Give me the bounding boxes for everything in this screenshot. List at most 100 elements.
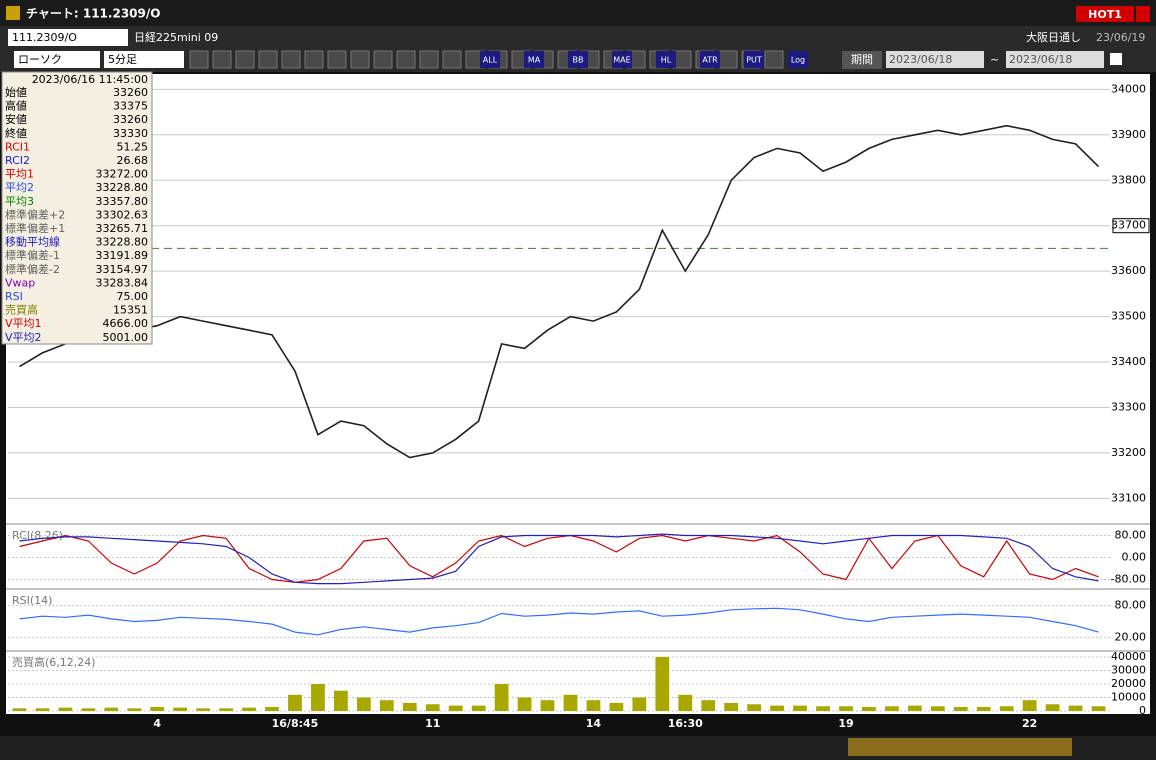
- y-tick-label: 80.00: [1115, 599, 1147, 612]
- volume-bar: [196, 708, 211, 711]
- tool-button-label[interactable]: Log: [791, 56, 805, 65]
- close-button[interactable]: [1136, 6, 1150, 22]
- y-tick-label: 0: [1139, 704, 1146, 717]
- date-from-input[interactable]: [886, 51, 984, 68]
- info-label: V平均1: [5, 317, 42, 330]
- volume-bar: [586, 700, 601, 711]
- x-tick-label: 4: [153, 717, 161, 730]
- volume-bar: [609, 702, 624, 711]
- volume-bar: [448, 705, 463, 711]
- volume-bar: [81, 708, 96, 711]
- y-tick-label: 0.00: [1122, 551, 1147, 564]
- tool-icon[interactable]: [304, 50, 324, 69]
- y-tick-label: 33500: [1111, 310, 1146, 323]
- app-icon: [6, 6, 20, 20]
- tool-button-label[interactable]: BB: [573, 56, 584, 65]
- volume-bar: [563, 694, 578, 711]
- tool-button[interactable]: [744, 51, 764, 68]
- y-tick-label: -80.00: [1111, 573, 1146, 586]
- style-select[interactable]: [14, 51, 100, 68]
- x-tick-label: 14: [586, 717, 602, 730]
- x-tick-label: 16:30: [668, 717, 703, 730]
- tool-icon[interactable]: [373, 50, 393, 69]
- volume-bar: [265, 706, 279, 711]
- tool-button[interactable]: [524, 51, 544, 68]
- volume-bar: [242, 707, 256, 711]
- period-button[interactable]: [842, 51, 882, 69]
- hot-badge[interactable]: [1076, 6, 1134, 22]
- tool-button-label[interactable]: MAE: [613, 56, 630, 65]
- volume-bar: [127, 708, 142, 711]
- tool-icon[interactable]: [281, 50, 301, 69]
- info-label: RCI1: [5, 140, 30, 153]
- tool-button-label[interactable]: MA: [528, 56, 541, 65]
- volume-bar: [793, 705, 807, 711]
- y-tick-label: 34000: [1111, 82, 1146, 95]
- tool-button[interactable]: [700, 51, 720, 68]
- tool-button[interactable]: [612, 51, 632, 68]
- info-value: 33283.84: [96, 276, 149, 289]
- tool-icon[interactable]: [442, 50, 462, 69]
- volume-bar: [1045, 704, 1060, 711]
- panel-title: 売買高(6,12,24): [12, 655, 96, 669]
- checkbox[interactable]: [1110, 53, 1122, 65]
- tool-icon[interactable]: [764, 50, 784, 69]
- style-text[interactable]: ローソク: [18, 53, 62, 66]
- volume-bar: [379, 700, 394, 711]
- tool-icon[interactable]: [258, 50, 278, 69]
- interval-text[interactable]: 5分足: [108, 53, 137, 66]
- info-value: 33228.80: [96, 236, 149, 249]
- code-text[interactable]: 111.2309/O: [12, 31, 77, 44]
- date-from[interactable]: 2023/06/18: [889, 53, 952, 66]
- info-datetime: 2023/06/16 11:45:00: [32, 73, 148, 86]
- tool-icon[interactable]: [419, 50, 439, 69]
- tool-icon[interactable]: [212, 50, 232, 69]
- tool-icon[interactable]: [350, 50, 370, 69]
- date-separator: ~: [990, 53, 999, 66]
- volume-bar: [58, 707, 73, 711]
- tool-icon[interactable]: [718, 50, 738, 69]
- info-label: V平均2: [5, 331, 42, 344]
- date-to-input[interactable]: [1006, 51, 1104, 68]
- info-label: 標準偏差+2: [5, 207, 65, 221]
- tool-icon[interactable]: [327, 50, 347, 69]
- period-label[interactable]: 期間: [851, 53, 873, 66]
- tool-button-label[interactable]: ATR: [702, 56, 718, 65]
- date-to[interactable]: 2023/06/18: [1009, 53, 1072, 66]
- tool-button[interactable]: [480, 51, 500, 68]
- scroller-thumb[interactable]: [848, 738, 1072, 756]
- hot-label[interactable]: HOT1: [1088, 8, 1122, 21]
- y-tick-label: 33800: [1111, 173, 1146, 186]
- tool-icon[interactable]: [189, 50, 209, 69]
- info-value: 75.00: [117, 290, 149, 303]
- volume-bar: [953, 706, 968, 711]
- info-label: 平均2: [5, 181, 34, 194]
- tool-button[interactable]: [788, 51, 808, 68]
- x-tick-label: 16/8:45: [272, 717, 319, 730]
- y-tick-label: 33600: [1111, 264, 1146, 277]
- volume-bar: [839, 706, 853, 711]
- tool-button-label[interactable]: HL: [661, 56, 672, 65]
- info-value: 33191.89: [96, 249, 149, 262]
- volume-bar: [724, 702, 739, 711]
- tool-button[interactable]: [568, 51, 588, 68]
- series-line: [19, 534, 1099, 583]
- instrument-name: 日経225mini 09: [134, 31, 218, 44]
- tool-icon[interactable]: [396, 50, 416, 69]
- interval-select[interactable]: [104, 51, 184, 68]
- tool-button-label[interactable]: ALL: [483, 56, 498, 65]
- tool-button[interactable]: [656, 51, 676, 68]
- code-input[interactable]: [8, 29, 128, 46]
- tool-icon[interactable]: [235, 50, 255, 69]
- volume-bar: [678, 694, 693, 711]
- info-label: 終値: [5, 126, 27, 140]
- volume-bar: [540, 700, 555, 711]
- volume-bar: [425, 704, 440, 711]
- y-tick-label: 33700: [1111, 219, 1146, 232]
- tool-button-label[interactable]: PUT: [746, 56, 762, 65]
- volume-bar: [219, 708, 233, 711]
- info-label: 売買高: [5, 303, 38, 317]
- y-tick-label: 33900: [1111, 128, 1146, 141]
- info-label: 標準偏差-1: [5, 248, 60, 262]
- series-line: [19, 124, 1100, 459]
